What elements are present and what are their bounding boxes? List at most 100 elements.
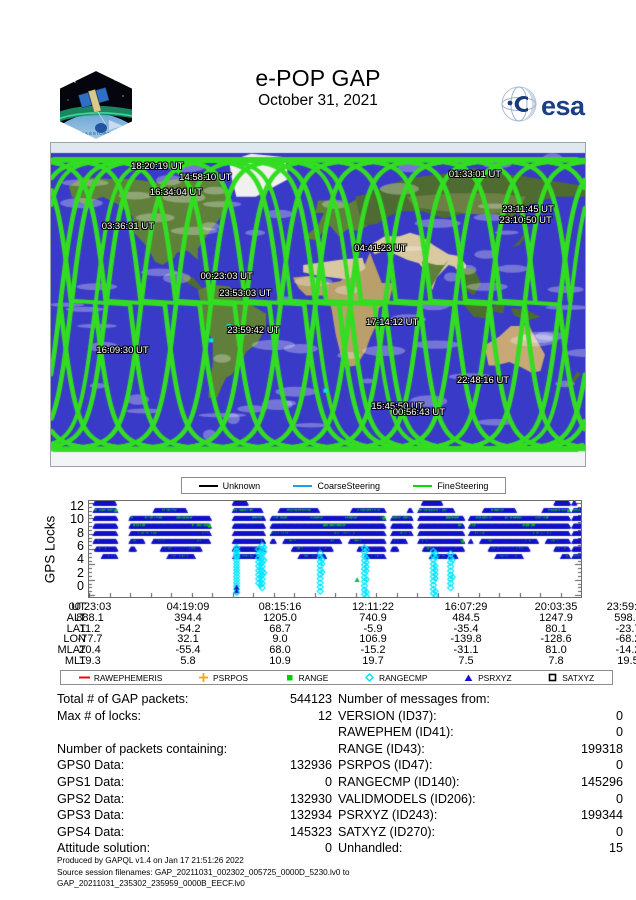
message-stat-row: RANGECMP (ID140): 145296 xyxy=(338,775,623,792)
stat-label: GPS3 Data: xyxy=(57,808,124,822)
legend-label-unknown: Unknown xyxy=(223,481,261,491)
map-legend: Unknown CoarseSteering FineSteering xyxy=(181,477,506,494)
map-pass-time-label: 23:11:45 UT xyxy=(502,204,554,215)
message-rows: VERSION (ID37): 0 RAWEPHEM (ID41): 0 RANGE (… xyxy=(338,709,623,858)
map-pass-time-label: 03:36:31 UT xyxy=(102,221,154,232)
marker-square-open-icon xyxy=(547,672,558,683)
plot-y-axis-ticks: 12 10 8 6 4 2 0 xyxy=(58,500,84,598)
esa-logo: esa xyxy=(497,84,601,124)
stat-row: Total # of GAP packets: 544123 xyxy=(57,692,332,709)
gps-locks-canvas xyxy=(89,501,581,597)
map-pass-time-label: 04:41:23 UT xyxy=(354,243,406,254)
param-value: 7.8 xyxy=(522,655,590,667)
y-tick-6: 6 xyxy=(62,540,84,553)
y-tick-0: 0 xyxy=(62,580,84,593)
gps-legend-item: PSRPOS xyxy=(198,672,248,683)
legend-swatch-unknown xyxy=(199,485,218,487)
legend-swatch-coarsesteering xyxy=(293,485,312,487)
map-pass-time-label: 01:33:01 UT xyxy=(449,169,501,180)
marker-square-icon xyxy=(284,672,295,683)
stat-row: Number of packets containing: xyxy=(57,742,332,759)
footer-line-source-2: GAP_20211031_235302_235959_0000B_EECF.lv… xyxy=(57,878,577,890)
gps-legend-label: PSRPOS xyxy=(213,673,248,683)
stat-label: RANGE (ID43): xyxy=(338,742,425,756)
gps-locks-plot xyxy=(88,500,582,598)
gps-legend-label: PSRXYZ xyxy=(478,673,512,683)
gps-legend-item: RANGE xyxy=(284,672,329,683)
stat-row: Max # of locks: 12 xyxy=(57,709,332,726)
param-row-lat: LAT11.2-54.268.7-5.9-35.480.1-23.7 xyxy=(28,623,618,634)
stat-value: 132930 xyxy=(290,792,332,806)
packets-containing-header: Number of packets containing: xyxy=(57,742,227,756)
stat-value: 145296 xyxy=(581,775,623,789)
stat-value: 0 xyxy=(616,758,623,772)
map-pass-time-label: 00:23:03 UT xyxy=(201,271,253,282)
gps-message-legend: RAWEPHEMERIS PSRPOS RANGE RANGECMP PSRXYZ SAT… xyxy=(60,670,613,685)
stat-value: 0 xyxy=(616,725,623,739)
legend-label-coarsesteering: CoarseSteering xyxy=(317,481,380,491)
map-pass-time-label: 17:14:12 UT xyxy=(366,317,418,328)
map-pass-time-label: 16:34:04 UT xyxy=(150,187,202,198)
stat-value: 132934 xyxy=(290,808,332,822)
stat-label: GPS2 Data: xyxy=(57,792,124,806)
marker-plus-icon xyxy=(198,672,209,683)
marker-dash-icon xyxy=(79,672,90,683)
footer-line-produced: Produced by GAPQL v1.4 on Jan 17 21:51:2… xyxy=(57,855,577,867)
map-pass-time-label: 00:56:43 UT xyxy=(393,407,445,418)
orbit-parameter-table: UT 00:23:03 04:19:09 08:15:16 12:11:22 16:07:… xyxy=(28,601,618,666)
stat-value: 199318 xyxy=(581,742,623,756)
param-value: 19.3 xyxy=(56,655,124,667)
total-packets-label: Total # of GAP packets: xyxy=(57,692,188,706)
stat-label: VALIDMODELS (ID206): xyxy=(338,792,476,806)
message-stat-row: RAWEPHEM (ID41): 0 xyxy=(338,725,623,742)
gps-legend-item: PSRXYZ xyxy=(463,672,512,683)
param-value: 19.7 xyxy=(339,655,407,667)
message-stat-row: VALIDMODELS (ID206): 0 xyxy=(338,792,623,809)
stat-label: Unhandled: xyxy=(338,841,402,855)
param-value: 19.5 xyxy=(594,655,636,667)
map-pass-time-label: 16:09:30 UT xyxy=(96,345,148,356)
map-pass-time-label: 18:20:19 UT xyxy=(131,161,183,172)
stat-value: 0 xyxy=(616,825,623,839)
map-pass-time-label: 23:59:42 UT xyxy=(227,325,279,336)
map-pass-time-label: 14:58:10 UT xyxy=(179,172,231,183)
message-stat-row: PSRXYZ (ID243): 199344 xyxy=(338,808,623,825)
param-row-lon: LON-77.732.19.0106.9-139.8-128.6-68.2 xyxy=(28,633,618,644)
map-pass-time-label: 22:48:16 UT xyxy=(457,375,509,386)
esa-wordmark: esa xyxy=(541,91,586,121)
spacer xyxy=(57,725,332,742)
stat-value: 15 xyxy=(609,841,623,855)
gps-legend-label: RANGECMP xyxy=(379,673,427,683)
param-row-ut: UT 00:23:03 04:19:09 08:15:16 12:11:22 16:07:… xyxy=(28,601,618,612)
param-row-alt: ALT888.1 394.4 1205.0 740.9 484.5 1247.9 598.3 xyxy=(28,612,618,623)
message-statistics: Number of messages from: VERSION (ID37):… xyxy=(338,692,623,858)
packet-stat-row: GPS2 Data: 132930 xyxy=(57,792,332,809)
param-value: 7.5 xyxy=(432,655,500,667)
stat-label: SATXYZ (ID270): xyxy=(338,825,435,839)
stat-label: GPS0 Data: xyxy=(57,758,124,772)
param-value: 5.8 xyxy=(154,655,222,667)
message-stat-row: PSRPOS (ID47): 0 xyxy=(338,758,623,775)
gps-legend-label: SATXYZ xyxy=(562,673,594,683)
stat-row: Number of messages from: xyxy=(338,692,623,709)
stat-value: 199344 xyxy=(581,808,623,822)
packet-stat-row: GPS3 Data: 132934 xyxy=(57,808,332,825)
marker-diamond-icon xyxy=(364,672,375,683)
param-value: 10.9 xyxy=(246,655,314,667)
gps-legend-label: RANGE xyxy=(299,673,329,683)
stat-label: RAWEPHEM (ID41): xyxy=(338,725,454,739)
map-legend-item: CoarseSteering xyxy=(293,481,380,491)
messages-from-header: Number of messages from: xyxy=(338,692,490,706)
map-legend-item: Unknown xyxy=(199,481,261,491)
message-stat-row: SATXYZ (ID270): 0 xyxy=(338,825,623,842)
legend-swatch-finesteering xyxy=(413,485,432,487)
stat-label: GPS1 Data: xyxy=(57,775,124,789)
y-tick-4: 4 xyxy=(62,553,84,566)
total-packets-value: 544123 xyxy=(290,692,332,706)
stat-value: 0 xyxy=(616,792,623,806)
marker-triangle-icon xyxy=(463,672,474,683)
gps-legend-item: RAWEPHEMERIS xyxy=(79,672,163,683)
stat-value: 132936 xyxy=(290,758,332,772)
stat-value: 0 xyxy=(616,709,623,723)
world-map-ground-tracks: 18:20:19 UT 14:58:10 UT 16:34:04 UT 03:36:3… xyxy=(50,142,586,467)
